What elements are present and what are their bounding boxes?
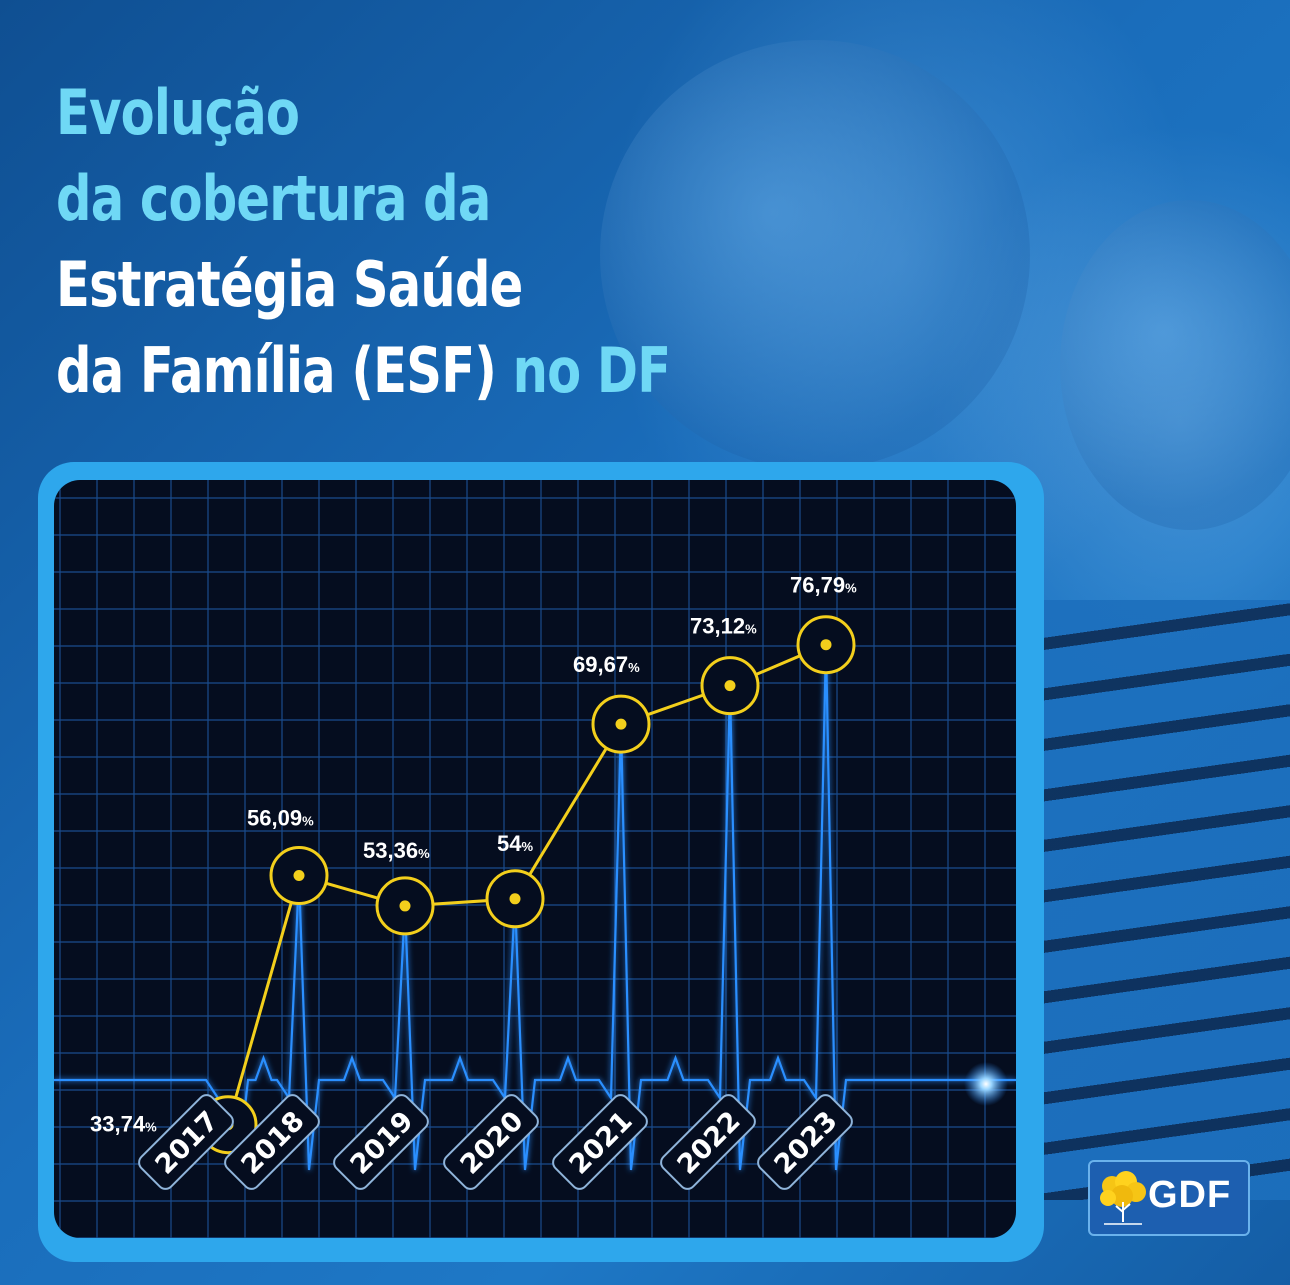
value-label: 73,12% <box>690 614 757 639</box>
value-label-number: 76,79 <box>790 573 845 598</box>
page-title: Evolução da cobertura da Estratégia Saúd… <box>56 70 672 414</box>
value-label-unit: % <box>302 813 314 828</box>
value-label: 69,67% <box>573 652 640 677</box>
year-label-box <box>757 1094 853 1190</box>
data-point <box>375 876 435 936</box>
data-point-dot <box>509 893 521 905</box>
value-label: 54% <box>497 831 533 856</box>
data-point-dot <box>724 680 736 692</box>
line-chart: 33,74%56,09%53,36% 54%69,67%73,12%76,79% … <box>54 480 1016 1238</box>
value-label-number: 73,12 <box>690 614 745 639</box>
elderly-woman-photo <box>1060 200 1290 530</box>
striped-shirt <box>1040 600 1290 1200</box>
year-label-box <box>552 1094 648 1190</box>
gdf-logo: GDF <box>1088 1160 1250 1236</box>
data-point <box>485 869 545 929</box>
title-line-1: Evolução <box>56 76 300 149</box>
year-label: 2019 <box>333 1094 429 1190</box>
year-label-box <box>224 1094 320 1190</box>
value-label-unit: % <box>845 581 857 596</box>
year-label-box <box>333 1094 429 1190</box>
title-line-3: Estratégia Saúde <box>56 248 523 321</box>
value-label: 76,79% <box>790 573 857 598</box>
data-point <box>700 656 760 716</box>
title-line-4-part-a: da Família (ESF) <box>56 334 497 407</box>
value-label-number: 33,74 <box>90 1112 146 1137</box>
value-label-unit: % <box>628 660 640 675</box>
year-label-box <box>660 1094 756 1190</box>
title-line-4-part-b: no DF <box>512 334 672 407</box>
data-point-dot <box>820 639 832 651</box>
data-point-dot <box>293 869 305 881</box>
data-point <box>591 694 651 754</box>
year-label-box <box>443 1094 539 1190</box>
data-point-dot <box>399 900 411 912</box>
data-point <box>269 845 329 905</box>
title-line-2: da cobertura da <box>56 162 491 235</box>
logo-text: GDF <box>1148 1174 1232 1216</box>
value-label-number: 54 <box>497 831 522 856</box>
ipe-tree-icon <box>1100 1171 1146 1225</box>
value-label-unit: % <box>745 622 757 637</box>
value-label: 33,74% <box>90 1112 157 1137</box>
chart-panel: 33,74% 56,09% 53,36% 54% 69,67% 73,12% 76,79% … <box>54 480 1016 1238</box>
value-label-unit: % <box>418 846 430 861</box>
ekg-flare <box>964 1062 1008 1106</box>
nurse-photo <box>600 40 1030 470</box>
data-point <box>796 615 856 675</box>
value-labels: 33,74%56,09%53,36% 54%69,67%73,12%76,79% <box>90 573 857 1137</box>
value-label: 53,36% <box>363 838 430 863</box>
value-label-number: 53,36 <box>363 838 418 863</box>
value-label: 56,09% <box>247 805 314 830</box>
value-label-unit: % <box>521 839 533 854</box>
value-label-number: 56,09 <box>247 805 302 830</box>
year-label: 2020 <box>443 1094 539 1190</box>
title-line-4: da Família (ESF) no DF <box>56 328 672 414</box>
data-point-dot <box>615 718 627 730</box>
data-points <box>198 615 856 1155</box>
value-label-number: 69,67 <box>573 652 628 677</box>
value-label-unit: % <box>145 1120 157 1135</box>
year-label-box <box>138 1094 234 1190</box>
chart-grid <box>54 480 1016 1238</box>
